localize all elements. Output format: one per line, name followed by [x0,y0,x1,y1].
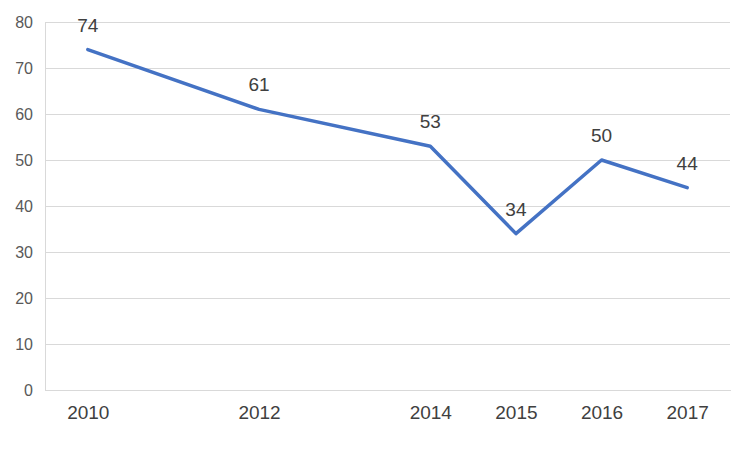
y-tick: 30 [15,244,45,261]
data-label: 34 [505,199,527,220]
y-tick-label: 10 [15,336,33,353]
y-tick: 60 [15,106,45,123]
y-axis-line [45,23,46,391]
y-axis: 0 10 20 30 40 50 60 70 80 [15,14,45,399]
data-label: 50 [591,125,612,146]
chart-svg: 0102030405060708020102012201420152016201… [0,0,750,450]
grid-line [45,22,730,23]
y-tick: 0 [24,382,45,399]
grid-line [45,68,730,69]
x-tick: 2010 [67,390,109,423]
plot: 0102030405060708020102012201420152016201… [15,14,730,424]
grid-line [45,344,730,345]
y-tick: 20 [15,290,45,307]
y-tick-label: 40 [15,198,33,215]
grid-line [45,206,730,207]
data-labels: 74 61 53 34 50 44 [77,15,698,220]
data-label: 44 [677,153,699,174]
grid-line [45,160,730,161]
data-label: 74 [77,15,99,36]
marks [88,50,687,234]
y-tick: 50 [15,152,45,169]
y-tick-label: 80 [15,14,33,31]
data-label: 61 [248,74,269,95]
y-tick: 70 [15,60,45,77]
x-axis-line [46,390,731,391]
y-tick-label: 60 [15,106,33,123]
y-tick-label: 20 [15,290,33,307]
grid-line [45,252,730,253]
x-tick-label: 2014 [410,402,453,423]
y-tick: 80 [15,14,45,31]
x-tick: 2012 [238,390,280,423]
grid [45,22,730,390]
x-axis: 2010 2012 2014 2015 2016 2017 [46,390,731,423]
chart-container: 0102030405060708020102012201420152016201… [0,0,750,450]
grid-line [45,298,730,299]
x-tick: 2014 [410,390,453,423]
x-tick-label: 2017 [667,402,709,423]
x-tick: 2016 [581,390,623,423]
y-tick-label: 0 [24,382,33,399]
x-tick-label: 2016 [581,402,623,423]
y-tick-label: 30 [15,244,33,261]
grid-line [45,390,730,391]
y-tick: 40 [15,198,45,215]
data-label: 53 [420,111,441,132]
x-tick: 2017 [667,390,709,423]
y-tick: 10 [15,336,45,353]
y-tick-label: 70 [15,60,33,77]
x-tick: 2015 [495,390,537,423]
grid-line [45,114,730,115]
x-tick-label: 2012 [238,402,280,423]
line [88,50,687,234]
y-tick-label: 50 [15,152,33,169]
x-tick-label: 2010 [67,402,109,423]
x-tick-label: 2015 [495,402,537,423]
